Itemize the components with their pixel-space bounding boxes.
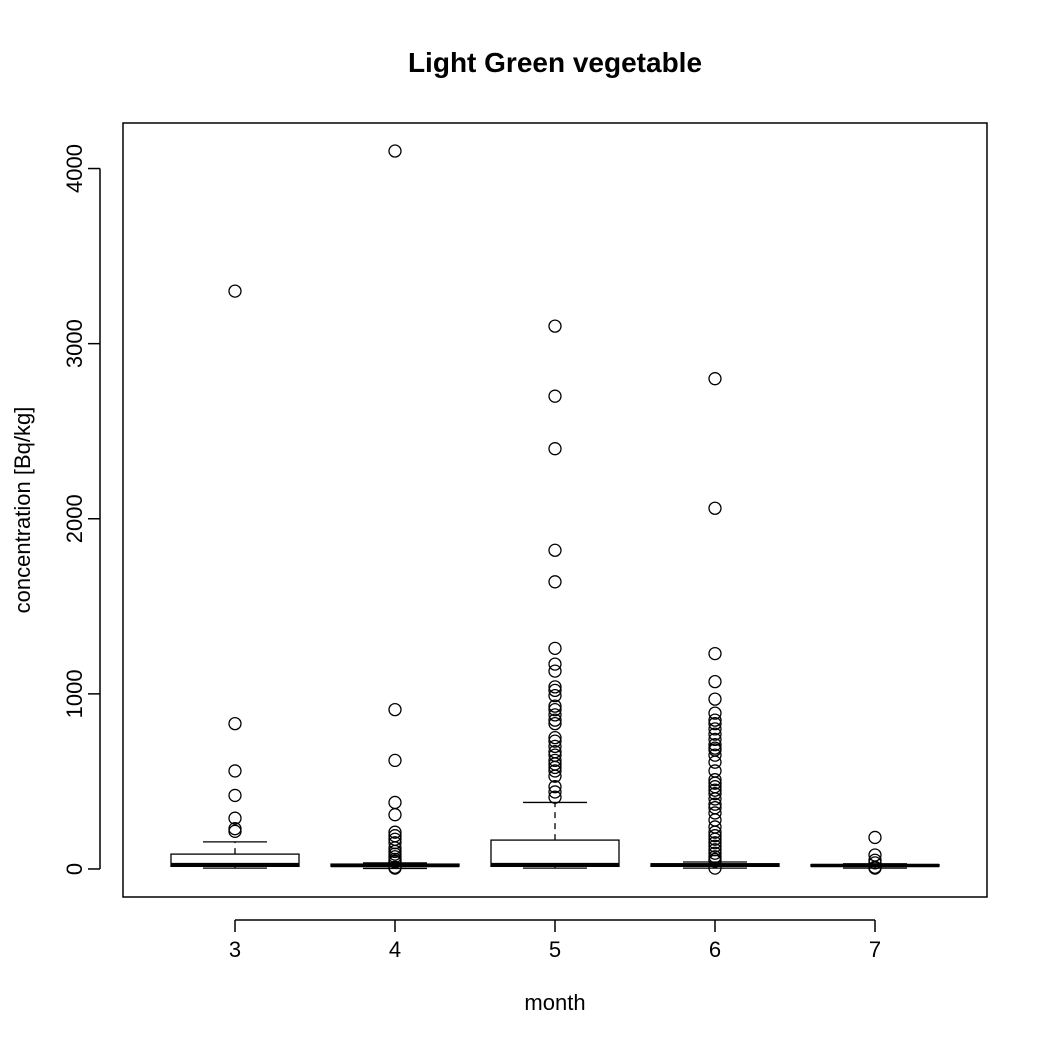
x-tick-label: 7 — [869, 937, 881, 962]
outlier-point — [548, 785, 562, 799]
outlier-point — [708, 839, 722, 853]
outlier-point — [548, 389, 562, 403]
outlier-point — [708, 829, 722, 843]
x-tick-label: 4 — [389, 937, 401, 962]
outlier-point — [708, 806, 722, 820]
outlier-point — [548, 769, 562, 783]
outlier-point — [388, 825, 402, 839]
outlier-point — [708, 646, 722, 661]
outlier-point — [548, 753, 562, 768]
y-tick-label: 4000 — [62, 144, 87, 193]
outlier-point — [708, 832, 722, 846]
outlier-point — [868, 830, 882, 845]
outlier-point — [548, 739, 562, 754]
outlier-point — [548, 319, 562, 333]
outlier-point — [708, 692, 722, 706]
outlier-point — [548, 764, 562, 778]
chart-title: Light Green vegetable — [408, 47, 702, 78]
outlier-point — [388, 855, 402, 869]
outlier-point — [388, 753, 402, 768]
outlier-point — [548, 543, 562, 557]
outlier-point — [708, 716, 722, 731]
outlier-point — [388, 144, 402, 158]
plot-frame — [122, 122, 988, 898]
outlier-point — [708, 674, 722, 689]
y-tick-label: 3000 — [62, 319, 87, 368]
y-tick-label: 0 — [62, 863, 87, 875]
outlier-point — [228, 764, 242, 778]
box-3 — [170, 284, 300, 869]
outlier-point — [228, 824, 242, 838]
outlier-point — [548, 442, 562, 456]
outlier-point — [228, 716, 242, 731]
y-tick-label: 2000 — [62, 494, 87, 543]
outlier-point — [708, 748, 722, 762]
outlier-point — [708, 861, 722, 875]
outlier-point — [708, 722, 722, 736]
outlier-point — [388, 808, 402, 822]
y-tick-label: 1000 — [62, 669, 87, 718]
outlier-point — [228, 811, 242, 825]
outlier-point — [708, 713, 722, 727]
outlier-point — [708, 776, 722, 790]
outlier-point — [548, 760, 562, 775]
outlier-point — [388, 795, 402, 810]
outlier-point — [548, 713, 562, 727]
outlier-point — [708, 372, 722, 386]
x-axis-label: month — [524, 990, 585, 1015]
outlier-point — [708, 787, 722, 801]
outlier-point — [548, 730, 562, 745]
outlier-point — [708, 836, 722, 850]
outlier-point — [548, 680, 562, 694]
x-tick-label: 3 — [229, 937, 241, 962]
outlier-point — [228, 284, 242, 298]
outlier-point — [548, 664, 562, 678]
y-axis-label: concentration [Bq/kg] — [10, 407, 35, 614]
y-axis: 0 1000 2000 3000 4000 — [62, 144, 101, 875]
outlier-point — [708, 755, 722, 769]
outlier-point — [548, 716, 562, 731]
outlier-point — [548, 734, 562, 748]
outlier-point — [708, 813, 722, 827]
box-5 — [490, 319, 620, 869]
outlier-point — [868, 856, 882, 870]
outlier-point — [708, 738, 722, 752]
outlier-point — [708, 797, 722, 811]
outlier-point — [388, 702, 402, 717]
outlier-point — [548, 780, 562, 794]
outlier-point — [708, 783, 722, 797]
outlier-point — [708, 825, 722, 839]
outlier-point — [708, 854, 722, 868]
outlier-point — [548, 699, 562, 713]
outlier-point — [548, 683, 562, 698]
outlier-point — [548, 641, 562, 655]
box-body — [490, 839, 620, 868]
outlier-point — [868, 861, 882, 875]
x-tick-label: 6 — [709, 937, 721, 962]
outlier-point — [708, 773, 722, 787]
x-axis: 3 4 5 6 7 — [229, 919, 881, 962]
outlier-point — [548, 688, 562, 703]
outlier-point — [548, 657, 562, 671]
outlier-point — [708, 732, 722, 747]
box-4 — [330, 144, 460, 875]
outlier-point — [388, 861, 402, 875]
outlier-point — [548, 708, 562, 722]
outlier-point — [228, 788, 242, 803]
x-tick-label: 5 — [549, 937, 561, 962]
outlier-point — [548, 790, 562, 804]
box-7 — [810, 830, 940, 875]
outlier-point — [548, 702, 562, 717]
box-group — [170, 144, 940, 875]
outlier-point — [708, 792, 722, 806]
outlier-point — [708, 727, 722, 741]
outlier-point — [708, 706, 722, 720]
outlier-point — [708, 501, 722, 515]
outlier-point — [708, 846, 722, 860]
box-6 — [650, 372, 780, 875]
outlier-point — [548, 575, 562, 589]
